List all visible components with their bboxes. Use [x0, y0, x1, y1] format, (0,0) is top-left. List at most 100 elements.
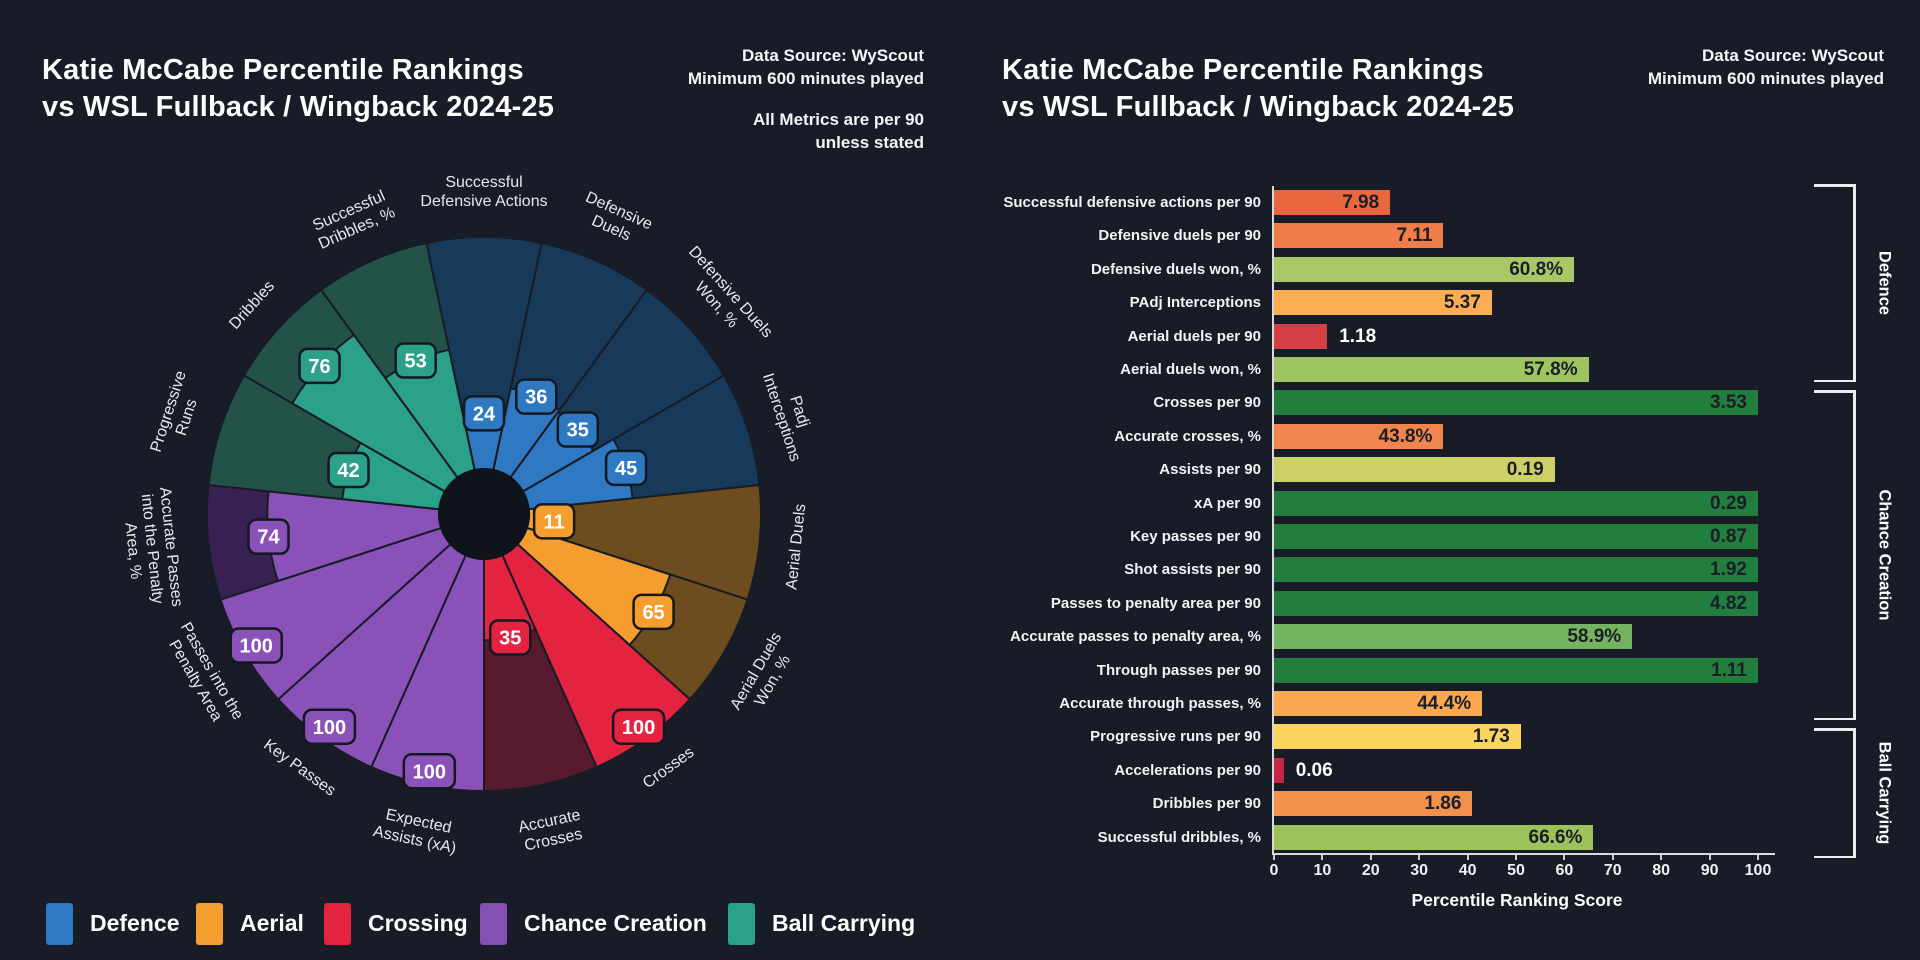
pizza-value-text: 53	[405, 351, 427, 373]
bar	[1274, 791, 1473, 817]
pizza-value-badge	[488, 619, 532, 656]
left-note-line2: unless stated	[815, 133, 924, 152]
bar-value-label: 7.98	[1342, 192, 1380, 213]
bar	[1274, 256, 1575, 282]
pizza-percentile-chart: 24 36 35 45 11 65 100 35 100 100 100 74 42 76 53 Succes…	[121, 174, 812, 857]
x-axis-tick-label: 20	[1361, 862, 1380, 879]
x-axis-tick-label: 100	[1744, 862, 1772, 879]
pizza-value-text: 42	[337, 460, 359, 482]
x-axis-tick-label: 60	[1555, 862, 1574, 879]
bar-row-label: Defensive duels per 90	[1098, 227, 1261, 245]
x-axis-tick-label: 30	[1410, 862, 1429, 879]
x-axis-tick	[1369, 855, 1372, 860]
right-title: Katie McCabe Percentile Rankings vs WSL …	[1002, 52, 1514, 126]
pizza-value-badge	[632, 593, 675, 631]
pizza-value-badge	[402, 753, 457, 790]
x-axis-tick	[1660, 855, 1663, 860]
group-bracket-vertical	[1853, 184, 1856, 382]
group-bracket-cap-top	[1814, 184, 1856, 187]
pizza-center-hole	[438, 468, 530, 560]
x-axis-tick	[1708, 855, 1711, 860]
x-axis-tick-label: 0	[1269, 862, 1279, 879]
bar-value-label: 1.86	[1424, 793, 1462, 815]
pizza-value-text: 74	[257, 527, 280, 549]
group-bracket-cap-bottom	[1814, 379, 1856, 382]
pizza-value-text: 35	[567, 420, 589, 442]
pizza-value-text: 35	[499, 627, 521, 649]
bar	[1274, 390, 1758, 416]
bar-row-label: Key passes per 90	[1130, 528, 1261, 545]
pizza-slice-label: Successful Defensive Actions	[420, 174, 547, 210]
pizza-value-text: 100	[622, 717, 655, 739]
pizza-value-text: 45	[615, 458, 637, 480]
bar-value-label: 0.06	[1295, 759, 1333, 781]
bar-value-label: 57.8%	[1523, 359, 1578, 380]
bar-row-label: Successful dribbles, %	[1097, 828, 1261, 846]
group-bracket-cap-bottom	[1814, 855, 1856, 858]
left-note-line1: All Metrics are per 90	[752, 110, 924, 129]
bar-value-label: 1.73	[1472, 726, 1510, 748]
left-title: Katie McCabe Percentile Rankings vs WSL …	[42, 52, 554, 126]
pizza-value-text: 100	[413, 761, 446, 783]
bar-row-label: Shot assists per 90	[1124, 561, 1261, 579]
pizza-value-badge	[604, 449, 648, 487]
x-axis-tick	[1273, 855, 1275, 860]
pizza-value-text: 100	[313, 717, 346, 739]
x-axis-tick	[1515, 855, 1517, 860]
x-axis-tick	[1418, 855, 1421, 860]
x-axis-tick-label: 90	[1700, 862, 1719, 879]
pizza-value-badge	[394, 342, 437, 379]
x-axis-tick-label: 40	[1458, 862, 1477, 879]
x-axis-tick-label: 10	[1313, 862, 1332, 879]
x-axis-tick	[1466, 855, 1469, 860]
bar	[1274, 524, 1758, 549]
left-source-line1: Data Source: WyScout	[741, 46, 924, 65]
bar-value-label: 3.53	[1710, 392, 1747, 414]
right-source-line1: Data Source: WyScout	[1701, 46, 1884, 65]
bar	[1274, 590, 1758, 616]
bar-row-label: Progressive runs per 90	[1090, 728, 1261, 746]
pizza-value-badge	[298, 347, 341, 385]
x-axis-tick	[1757, 855, 1759, 860]
bar	[1274, 490, 1758, 516]
bar-value-label: 1.92	[1710, 559, 1747, 581]
pizza-slice-label-text: Successful Defensive Actions	[420, 174, 547, 210]
pizza-value-text: 76	[308, 356, 330, 378]
right-title-line2: vs WSL Fullback / Wingback 2024-25	[1002, 91, 1515, 123]
pizza-value-badge	[327, 451, 370, 489]
pizza-value-badge	[229, 627, 283, 664]
bar-row-label: PAdj Interceptions	[1129, 294, 1261, 312]
bar-value-label: 43.8%	[1378, 425, 1433, 447]
x-axis-tick	[1611, 855, 1614, 860]
left-title-line1: Katie McCabe Percentile Rankings	[42, 54, 524, 86]
pizza-value-text: 65	[642, 602, 664, 624]
bar	[1274, 557, 1758, 583]
left-source-line2: Minimum 600 minutes played	[687, 69, 924, 88]
x-axis-tick	[1321, 855, 1324, 860]
bar	[1274, 357, 1589, 382]
x-axis-tick-label: 80	[1652, 862, 1671, 879]
bar	[1274, 323, 1328, 349]
pizza-value-badge	[462, 395, 506, 432]
y-axis-spine	[1272, 186, 1274, 853]
bar-row-label: Accelerations per 90	[1114, 761, 1261, 779]
bar-row-label: Through passes per 90	[1096, 661, 1261, 679]
x-axis-title: Percentile Ranking Score	[1411, 890, 1623, 910]
pizza-value-badge	[302, 708, 357, 746]
pizza-value-text: 36	[525, 387, 547, 409]
x-axis-tick-label: 50	[1507, 862, 1525, 879]
bar-value-label: 4.82	[1710, 592, 1747, 614]
bar	[1274, 290, 1492, 316]
group-bracket-cap-bottom	[1814, 717, 1856, 720]
bar-row-label: Aerial duels won, %	[1120, 361, 1261, 378]
bar	[1274, 724, 1521, 750]
left-title-line2: vs WSL Fullback / Wingback 2024-25	[42, 91, 555, 123]
bar	[1274, 657, 1758, 683]
bar-row-label: Defensive duels won, %	[1090, 260, 1261, 278]
bar	[1274, 223, 1444, 249]
group-bracket-label: Ball Carrying	[1875, 741, 1894, 845]
bar-row-label: Accurate passes to penalty area, %	[1010, 628, 1261, 646]
bar-row-label: Accurate through passes, %	[1059, 695, 1261, 712]
